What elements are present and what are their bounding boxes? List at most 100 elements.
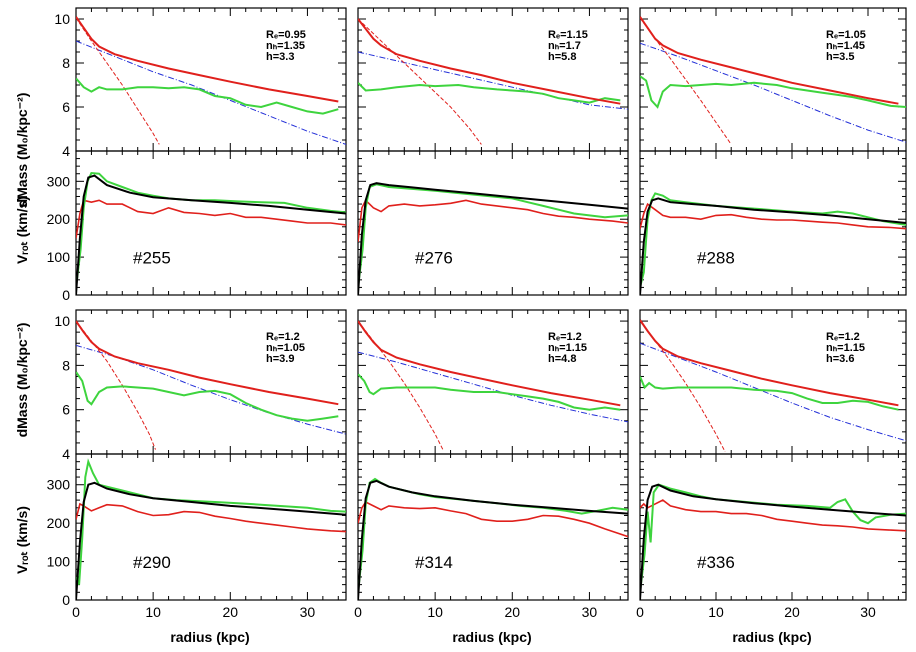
velocity-series-314: [358, 477, 628, 600]
density-axes-290: [75, 309, 347, 455]
x-tick-label: 0: [354, 604, 362, 620]
velocity-series-276: [358, 182, 628, 295]
x-tick-label: 30: [860, 604, 876, 620]
x-tick-label: 30: [300, 604, 316, 620]
fit-param-h: h=3.5: [826, 51, 854, 63]
observed-total-velocity-line: [76, 502, 346, 533]
model-velocity-line: [76, 481, 346, 600]
x-axis-label-col2: radius (kpc): [452, 629, 531, 645]
bulge-profile-line: [76, 17, 160, 145]
x-tick-label: 10: [708, 604, 724, 620]
gas-velocity-line: [358, 477, 628, 593]
gas-density-line: [358, 373, 621, 411]
velocity-tick-label: 100: [47, 249, 71, 265]
gas-velocity-line: [640, 192, 906, 288]
bulge-profile-line: [76, 320, 156, 450]
y-axis-label-vrot-lower: Vᵣₒₜ (km/s): [14, 506, 30, 574]
velocity-tick-label: 200: [47, 211, 71, 227]
density-tick-label: 8: [62, 357, 70, 373]
disk-profile-line: [640, 42, 906, 143]
velocity-axes-255: [75, 150, 347, 296]
x-tick-label: 20: [222, 604, 238, 620]
fit-param-h: h=5.8: [548, 51, 576, 63]
gas-density-line: [640, 376, 899, 411]
velocity-series-336: [640, 483, 906, 600]
gas-velocity-line: [76, 171, 346, 288]
model-velocity-line: [76, 174, 346, 295]
fit-param-nb: nₕ=1.35: [266, 40, 305, 52]
model-velocity-line: [640, 197, 906, 295]
density-series-276: [358, 18, 628, 145]
disk-profile-line: [358, 51, 628, 110]
x-tick-label: 0: [72, 604, 80, 620]
fit-param-re: Rₑ=0.95: [266, 29, 306, 41]
density-series-290: [76, 320, 346, 450]
fit-param-h: h=3.6: [826, 353, 854, 365]
x-tick-label: 0: [636, 604, 644, 620]
gas-velocity-line: [358, 183, 628, 288]
total-density-line: [358, 320, 621, 407]
velocity-tick-label: 300: [47, 477, 71, 493]
model-velocity-line: [358, 182, 628, 295]
observed-total-velocity-line: [358, 198, 628, 242]
velocity-series-290: [76, 458, 346, 600]
disk-profile-line: [640, 342, 906, 442]
density-tick-label: 4: [62, 143, 70, 159]
velocity-tick-label: 0: [62, 287, 70, 303]
velocity-axes-290: [75, 453, 347, 601]
density-series-314: [358, 320, 628, 450]
density-tick-label: 8: [62, 55, 70, 71]
observed-total-velocity-line: [640, 202, 906, 230]
velocity-tick-label: 0: [62, 592, 70, 608]
model-velocity-line: [358, 479, 628, 600]
fit-param-re: Rₑ=1.2: [826, 331, 860, 343]
velocity-tick-label: 200: [47, 515, 71, 531]
total-density-line: [640, 319, 899, 407]
velocity-axes-288: [639, 150, 907, 296]
gas-density-line: [358, 82, 621, 104]
velocity-axes-314: [357, 453, 629, 601]
gas-velocity-line: [76, 458, 346, 585]
velocity-series-288: [640, 192, 906, 295]
gas-density-line: [76, 77, 339, 115]
fit-param-nb: nₕ=1.05: [266, 342, 305, 354]
x-axis-label-col3: radius (kpc): [732, 629, 811, 645]
fit-param-nb: nₕ=1.7: [548, 40, 581, 52]
bulge-profile-line: [358, 18, 482, 145]
y-axis-label-vrot-upper: Vᵣₒₜ (km/s): [14, 196, 30, 264]
total-density-line: [76, 320, 339, 406]
galaxy-panel-336: 0 10 20 30 Rₑ=1.2nₕ=1.15h=3.6 #336: [636, 309, 907, 620]
x-axis-label-col1: radius (kpc): [170, 629, 249, 645]
galaxy-id-label: #276: [415, 248, 453, 267]
density-tick-label: 10: [54, 11, 70, 27]
fit-param-h: h=4.8: [548, 353, 576, 365]
velocity-tick-label: 100: [47, 554, 71, 570]
x-tick-label: 20: [784, 604, 800, 620]
x-tick-label: 10: [145, 604, 161, 620]
x-tick-label: 20: [504, 604, 520, 620]
fit-param-re: Rₑ=1.2: [266, 331, 300, 343]
density-series-255: [76, 16, 346, 145]
disk-profile-line: [358, 351, 628, 423]
total-density-line: [640, 16, 899, 105]
fit-param-nb: nₕ=1.45: [826, 40, 865, 52]
model-velocity-line: [640, 483, 906, 600]
fit-param-re: Rₑ=1.15: [548, 29, 588, 41]
fit-param-re: Rₑ=1.05: [826, 29, 866, 41]
velocity-axes-276: [357, 150, 629, 296]
gas-velocity-line: [640, 483, 906, 593]
observed-total-velocity-line: [640, 499, 906, 532]
fit-param-nb: nₕ=1.15: [548, 342, 587, 354]
bulge-profile-line: [358, 320, 444, 450]
galaxy-id-label: #336: [697, 553, 735, 572]
observed-total-velocity-line: [358, 500, 628, 538]
density-series-288: [640, 16, 906, 145]
velocity-axes-336: [639, 453, 907, 601]
fit-param-h: h=3.3: [266, 51, 294, 63]
galaxy-panel-314: 0 10 20 30 Rₑ=1.2nₕ=1.15h=4.8 #314: [354, 309, 629, 620]
galaxy-panel-290: 0 10 20 30468100100200300Rₑ=1.2nₕ=1.05h=3.9…: [47, 309, 347, 620]
y-axis-label-dmass-upper: dMass (M₀/kpc⁻²): [14, 93, 30, 208]
